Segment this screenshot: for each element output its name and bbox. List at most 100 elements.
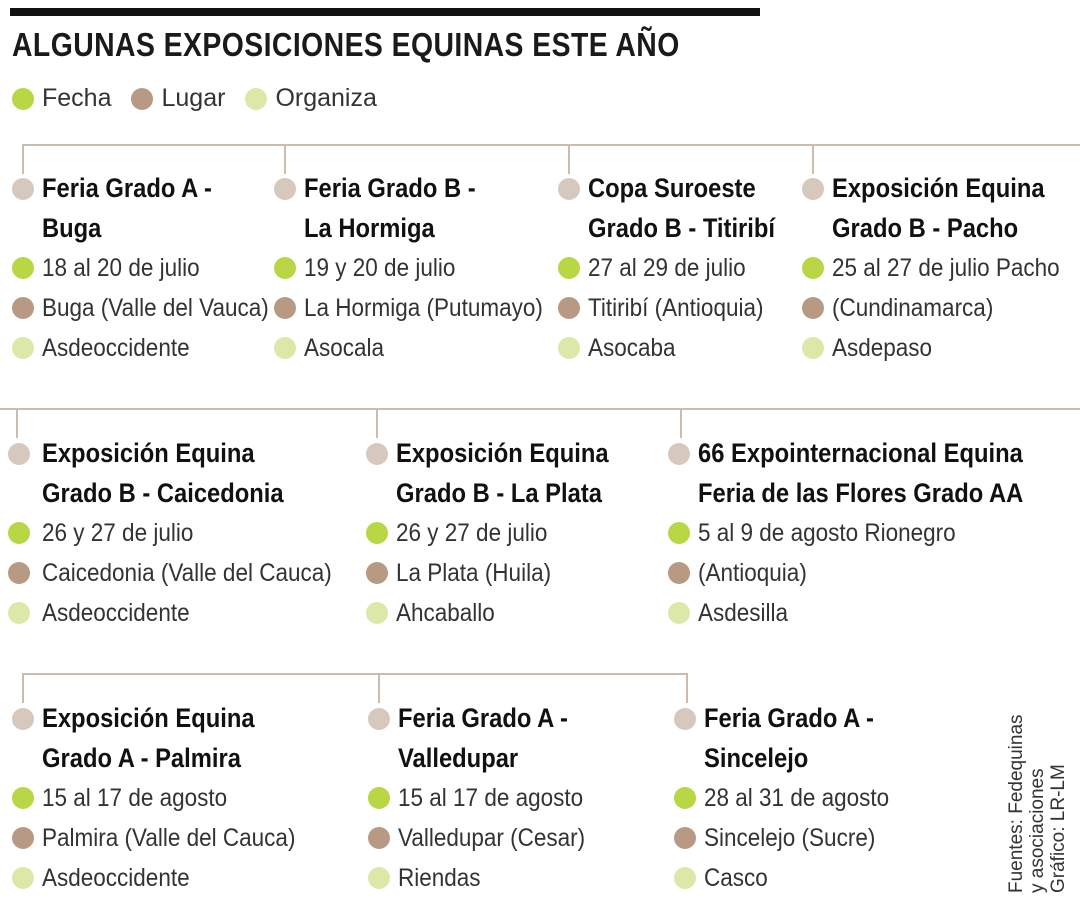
event-lugar: (Cundinamarca) [832, 293, 994, 322]
organiza-dot-icon [668, 602, 690, 624]
event-lugar: La Hormiga (Putumayo) [304, 293, 543, 322]
event-lugar: Buga (Valle del Vauca) [42, 293, 269, 322]
page-title: ALGUNAS EXPOSICIONES EQUINAS ESTE AÑO [12, 26, 680, 63]
lugar-dot-icon [368, 827, 390, 849]
event-head-dot-icon [12, 708, 34, 730]
organiza-dot-icon [366, 602, 388, 624]
fecha-dot-icon [8, 522, 30, 544]
event-head-dot-icon [558, 178, 580, 200]
event-card-1: Feria Grado A - Buga 18 al 20 de julio B… [12, 168, 294, 368]
event-head-dot-icon [8, 443, 30, 465]
event-lugar: Sincelejo (Sucre) [704, 823, 876, 852]
event-title: Feria Grado A - Buga [42, 173, 212, 243]
organiza-dot-icon [8, 602, 30, 624]
fecha-dot-icon [558, 257, 580, 279]
event-fecha: 5 al 9 de agosto Rionegro [698, 518, 956, 547]
lugar-dot-icon [674, 827, 696, 849]
fecha-dot-icon [12, 87, 34, 110]
event-lugar: Caicedonia (Valle del Cauca) [42, 558, 332, 587]
organiza-dot-icon [12, 867, 34, 889]
lugar-dot-icon [8, 562, 30, 584]
event-organiza: Asdepaso [832, 333, 933, 362]
row2-drop-3 [680, 408, 682, 438]
legend-label-lugar: Lugar [161, 84, 226, 112]
legend: Fecha Lugar Organiza [12, 84, 397, 113]
legend-item-organiza: Organiza [245, 84, 377, 113]
event-title: Feria Grado A - Sincelejo [704, 703, 874, 773]
event-organiza: Asdeoccidente [42, 863, 190, 892]
event-card-2: Feria Grado B - La Hormiga 19 y 20 de ju… [274, 168, 569, 368]
event-organiza: Casco [704, 863, 768, 892]
event-head-dot-icon [368, 708, 390, 730]
lugar-dot-icon [366, 562, 388, 584]
event-title: Copa Suroeste Grado B - Titiribí [588, 173, 776, 243]
lugar-dot-icon [131, 87, 154, 110]
fecha-dot-icon [12, 257, 34, 279]
event-fecha: 28 al 31 de agosto [704, 783, 890, 812]
event-lugar: Titiribí (Antioquia) [588, 293, 764, 322]
event-card-9: Feria Grado A - Valledupar 15 al 17 de a… [368, 698, 606, 898]
event-title: 66 Expointernacional Equina Feria de las… [698, 438, 1024, 508]
top-rule [10, 8, 760, 16]
lugar-dot-icon [802, 297, 824, 319]
event-fecha: 18 al 20 de julio [42, 253, 200, 282]
event-head-dot-icon [12, 178, 34, 200]
event-organiza: Asdeoccidente [42, 598, 190, 627]
event-head-dot-icon [366, 443, 388, 465]
event-head-dot-icon [674, 708, 696, 730]
legend-item-lugar: Lugar [131, 84, 225, 113]
event-fecha: 25 al 27 de julio Pacho [832, 253, 1060, 282]
event-organiza: Asocala [304, 333, 385, 362]
event-lugar: La Plata (Huila) [396, 558, 552, 587]
fecha-dot-icon [366, 522, 388, 544]
event-fecha: 26 y 27 de julio [396, 518, 548, 547]
row2-drop-1 [16, 408, 18, 438]
event-card-8: Exposición Equina Grado A - Palmira 15 a… [12, 698, 324, 898]
lugar-dot-icon [12, 297, 34, 319]
row1-drop-1 [22, 144, 24, 174]
row1-connector [22, 144, 1080, 146]
legend-item-fecha: Fecha [12, 84, 111, 113]
event-fecha: 27 al 29 de julio [588, 253, 746, 282]
fecha-dot-icon [274, 257, 296, 279]
row3-connector [22, 673, 688, 675]
row1-drop-3 [568, 144, 570, 174]
event-card-5: Exposición Equina Grado B - Caicedonia 2… [8, 433, 364, 633]
event-head-dot-icon [668, 443, 690, 465]
organiza-dot-icon [558, 337, 580, 359]
event-card-6: Exposición Equina Grado B - La Plata 26 … [366, 433, 638, 633]
source-credits: Fuentes: Fedequinas y asociaciones Gráfi… [1006, 714, 1069, 893]
event-organiza: Riendas [398, 863, 481, 892]
row2-drop-2 [376, 408, 378, 438]
organiza-dot-icon [245, 87, 268, 110]
event-lugar: Palmira (Valle del Cauca) [42, 823, 296, 852]
organiza-dot-icon [12, 337, 34, 359]
row1-drop-2 [284, 144, 286, 174]
lugar-dot-icon [274, 297, 296, 319]
event-lugar: Valledupar (Cesar) [398, 823, 586, 852]
lugar-dot-icon [668, 562, 690, 584]
event-head-dot-icon [802, 178, 824, 200]
event-fecha: 19 y 20 de julio [304, 253, 456, 282]
row1-drop-4 [812, 144, 814, 174]
event-title: Feria Grado B - La Hormiga [304, 173, 476, 243]
event-organiza: Ahcaballo [396, 598, 495, 627]
event-fecha: 26 y 27 de julio [42, 518, 194, 547]
lugar-dot-icon [558, 297, 580, 319]
organiza-dot-icon [802, 337, 824, 359]
event-fecha: 15 al 17 de agosto [42, 783, 228, 812]
lugar-dot-icon [12, 827, 34, 849]
fecha-dot-icon [668, 522, 690, 544]
event-title: Exposición Equina Grado B - La Plata [396, 438, 609, 508]
event-card-4: Exposición Equina Grado B - Pacho 25 al … [802, 168, 1080, 368]
event-head-dot-icon [274, 178, 296, 200]
event-title: Feria Grado A - Valledupar [398, 703, 568, 773]
fecha-dot-icon [802, 257, 824, 279]
event-fecha: 15 al 17 de agosto [398, 783, 584, 812]
event-card-7: 66 Expointernacional Equina Feria de las… [668, 433, 1068, 633]
fecha-dot-icon [674, 787, 696, 809]
organiza-dot-icon [274, 337, 296, 359]
fecha-dot-icon [368, 787, 390, 809]
event-organiza: Asocaba [588, 333, 676, 362]
legend-label-organiza: Organiza [275, 84, 377, 112]
